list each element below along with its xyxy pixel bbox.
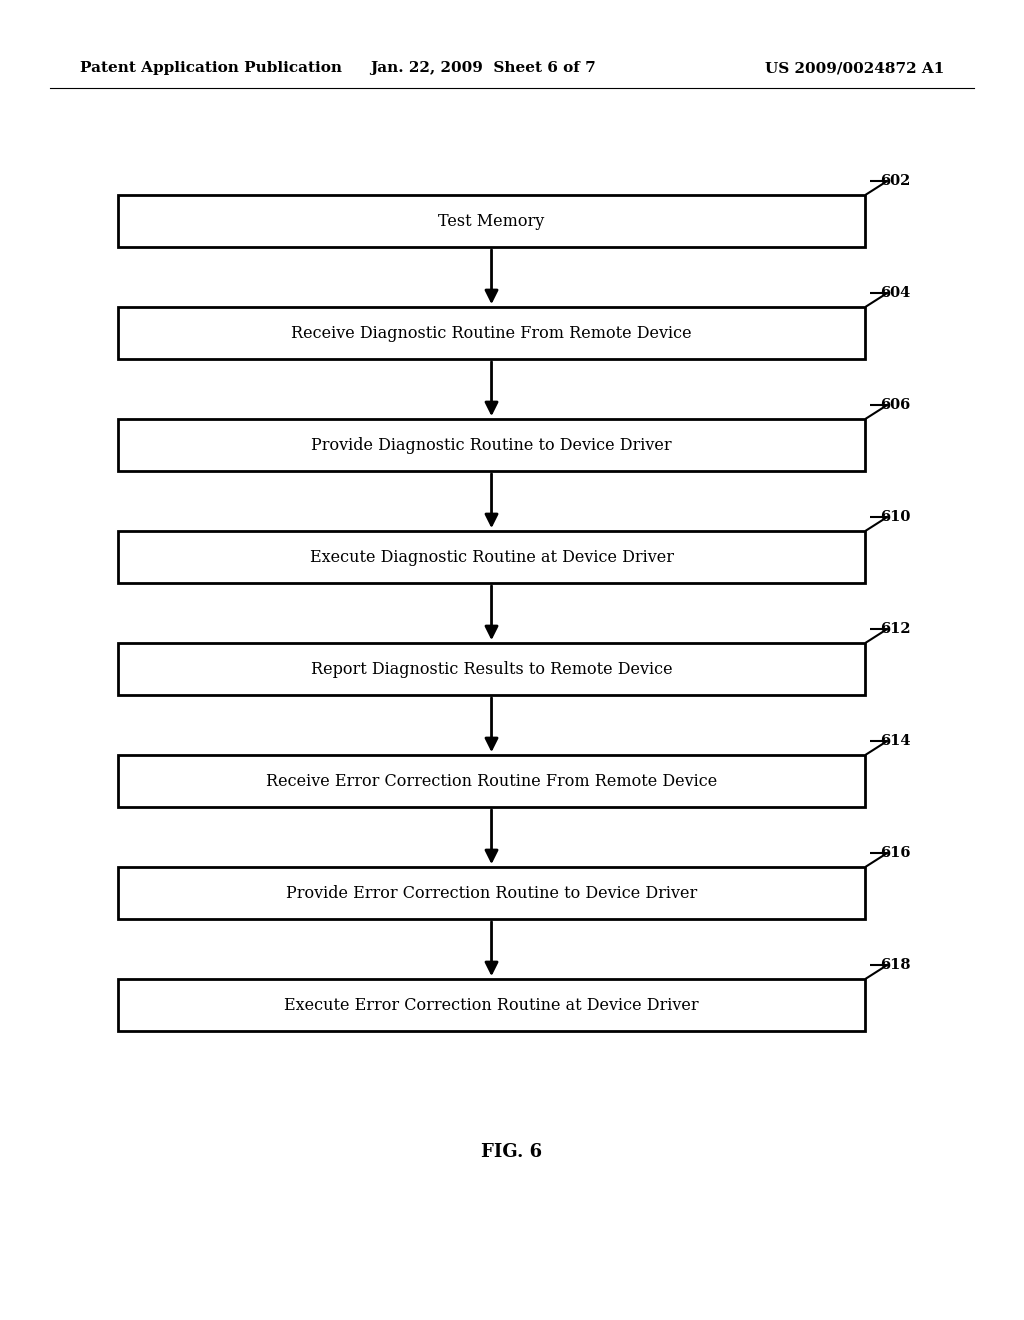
Text: US 2009/0024872 A1: US 2009/0024872 A1	[765, 61, 944, 75]
Text: 612: 612	[880, 622, 910, 636]
Text: Provide Diagnostic Routine to Device Driver: Provide Diagnostic Routine to Device Dri…	[311, 437, 672, 454]
Text: 606: 606	[880, 399, 910, 412]
Text: Receive Error Correction Routine From Remote Device: Receive Error Correction Routine From Re…	[266, 772, 717, 789]
Text: Jan. 22, 2009  Sheet 6 of 7: Jan. 22, 2009 Sheet 6 of 7	[370, 61, 596, 75]
Bar	[118, 195, 865, 247]
Text: FIG. 6: FIG. 6	[481, 1143, 543, 1162]
Bar	[118, 755, 865, 807]
Text: Patent Application Publication: Patent Application Publication	[80, 61, 342, 75]
Text: 614: 614	[880, 734, 910, 748]
Text: 602: 602	[880, 174, 910, 187]
Text: 616: 616	[880, 846, 910, 861]
Bar	[118, 643, 865, 696]
Text: Receive Diagnostic Routine From Remote Device: Receive Diagnostic Routine From Remote D…	[291, 325, 692, 342]
Text: Report Diagnostic Results to Remote Device: Report Diagnostic Results to Remote Devi…	[310, 660, 673, 677]
Bar	[118, 867, 865, 919]
Text: 618: 618	[880, 958, 910, 972]
Bar	[118, 418, 865, 471]
Text: 604: 604	[880, 286, 910, 300]
Text: 610: 610	[880, 510, 910, 524]
Text: Provide Error Correction Routine to Device Driver: Provide Error Correction Routine to Devi…	[286, 884, 697, 902]
Bar	[118, 979, 865, 1031]
Text: Test Memory: Test Memory	[438, 213, 545, 230]
Bar	[118, 531, 865, 583]
Bar	[118, 308, 865, 359]
Text: Execute Error Correction Routine at Device Driver: Execute Error Correction Routine at Devi…	[285, 997, 698, 1014]
Text: Execute Diagnostic Routine at Device Driver: Execute Diagnostic Routine at Device Dri…	[309, 549, 674, 565]
